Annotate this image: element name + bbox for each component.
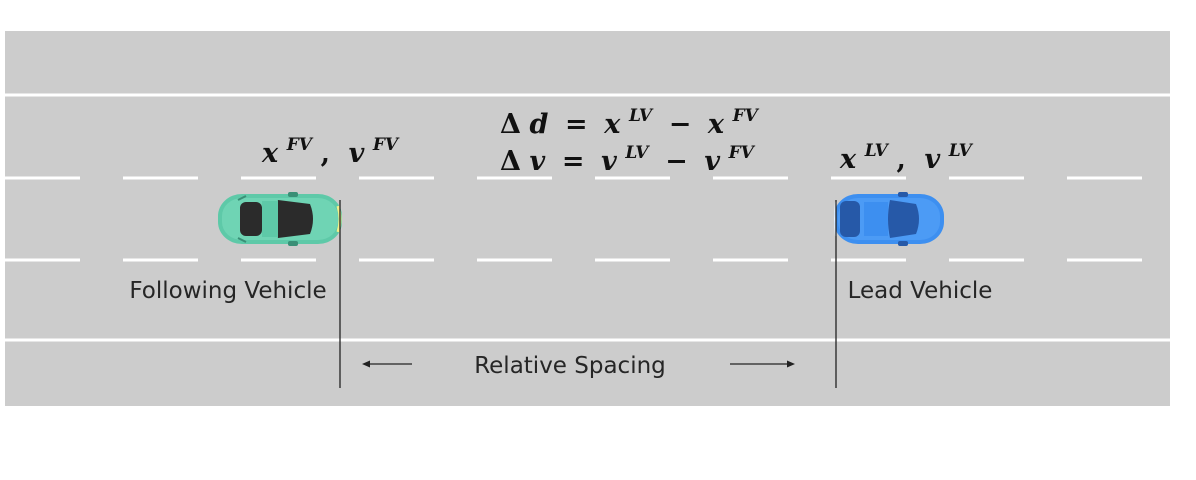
eq2-minus: − xyxy=(665,146,688,177)
lv-position-symbol: x xyxy=(839,144,857,175)
fv-position-symbol: x xyxy=(261,138,279,169)
fv-velocity-superscript: FV xyxy=(372,135,400,155)
eq1-d: d xyxy=(530,109,549,140)
eq1-x-follow: x xyxy=(707,109,725,140)
spacing-arrow-right xyxy=(730,360,795,368)
following-vehicle-label: Following Vehicle xyxy=(129,278,326,304)
lv-velocity-superscript: LV xyxy=(948,141,974,161)
eq1-x-lead: x xyxy=(603,109,621,140)
eq1-minus: − xyxy=(669,109,692,140)
lv-velocity-symbol: v xyxy=(924,144,940,175)
lv-separator: , xyxy=(896,144,905,175)
eq2-equals: = xyxy=(562,146,585,177)
eq2-v-lead: v xyxy=(601,146,617,177)
eq2-v: v xyxy=(530,146,546,177)
following-vehicle-car xyxy=(218,192,342,246)
fv-separator: , xyxy=(321,138,330,169)
eq1-equals: = xyxy=(565,109,588,140)
distance-equation: Δ d = x LV − x FV xyxy=(500,97,760,140)
eq1-lv-superscript: LV xyxy=(628,106,654,126)
lead-vehicle-car xyxy=(834,192,944,246)
relative-spacing-label: Relative Spacing xyxy=(474,353,666,379)
eq2-lv-superscript: LV xyxy=(624,143,650,163)
lead-vehicle-label: Lead Vehicle xyxy=(848,278,993,304)
eq1-fv-superscript: FV xyxy=(732,106,760,126)
following-vehicle-state: x FV , v FV xyxy=(261,126,400,169)
road xyxy=(5,31,1170,406)
velocity-equation: Δ v = v LV − v FV xyxy=(500,134,756,177)
lv-position-superscript: LV xyxy=(864,141,890,161)
lane-dashes xyxy=(5,176,1142,262)
fv-position-superscript: FV xyxy=(286,135,314,155)
lead-vehicle-state: x LV , v LV xyxy=(839,132,974,175)
spacing-arrow-left xyxy=(362,360,412,368)
eq2-v-follow: v xyxy=(704,146,720,177)
eq2-delta: Δ xyxy=(500,146,521,177)
eq2-fv-superscript: FV xyxy=(728,143,756,163)
fv-velocity-symbol: v xyxy=(349,138,365,169)
eq1-delta: Δ xyxy=(500,109,521,140)
